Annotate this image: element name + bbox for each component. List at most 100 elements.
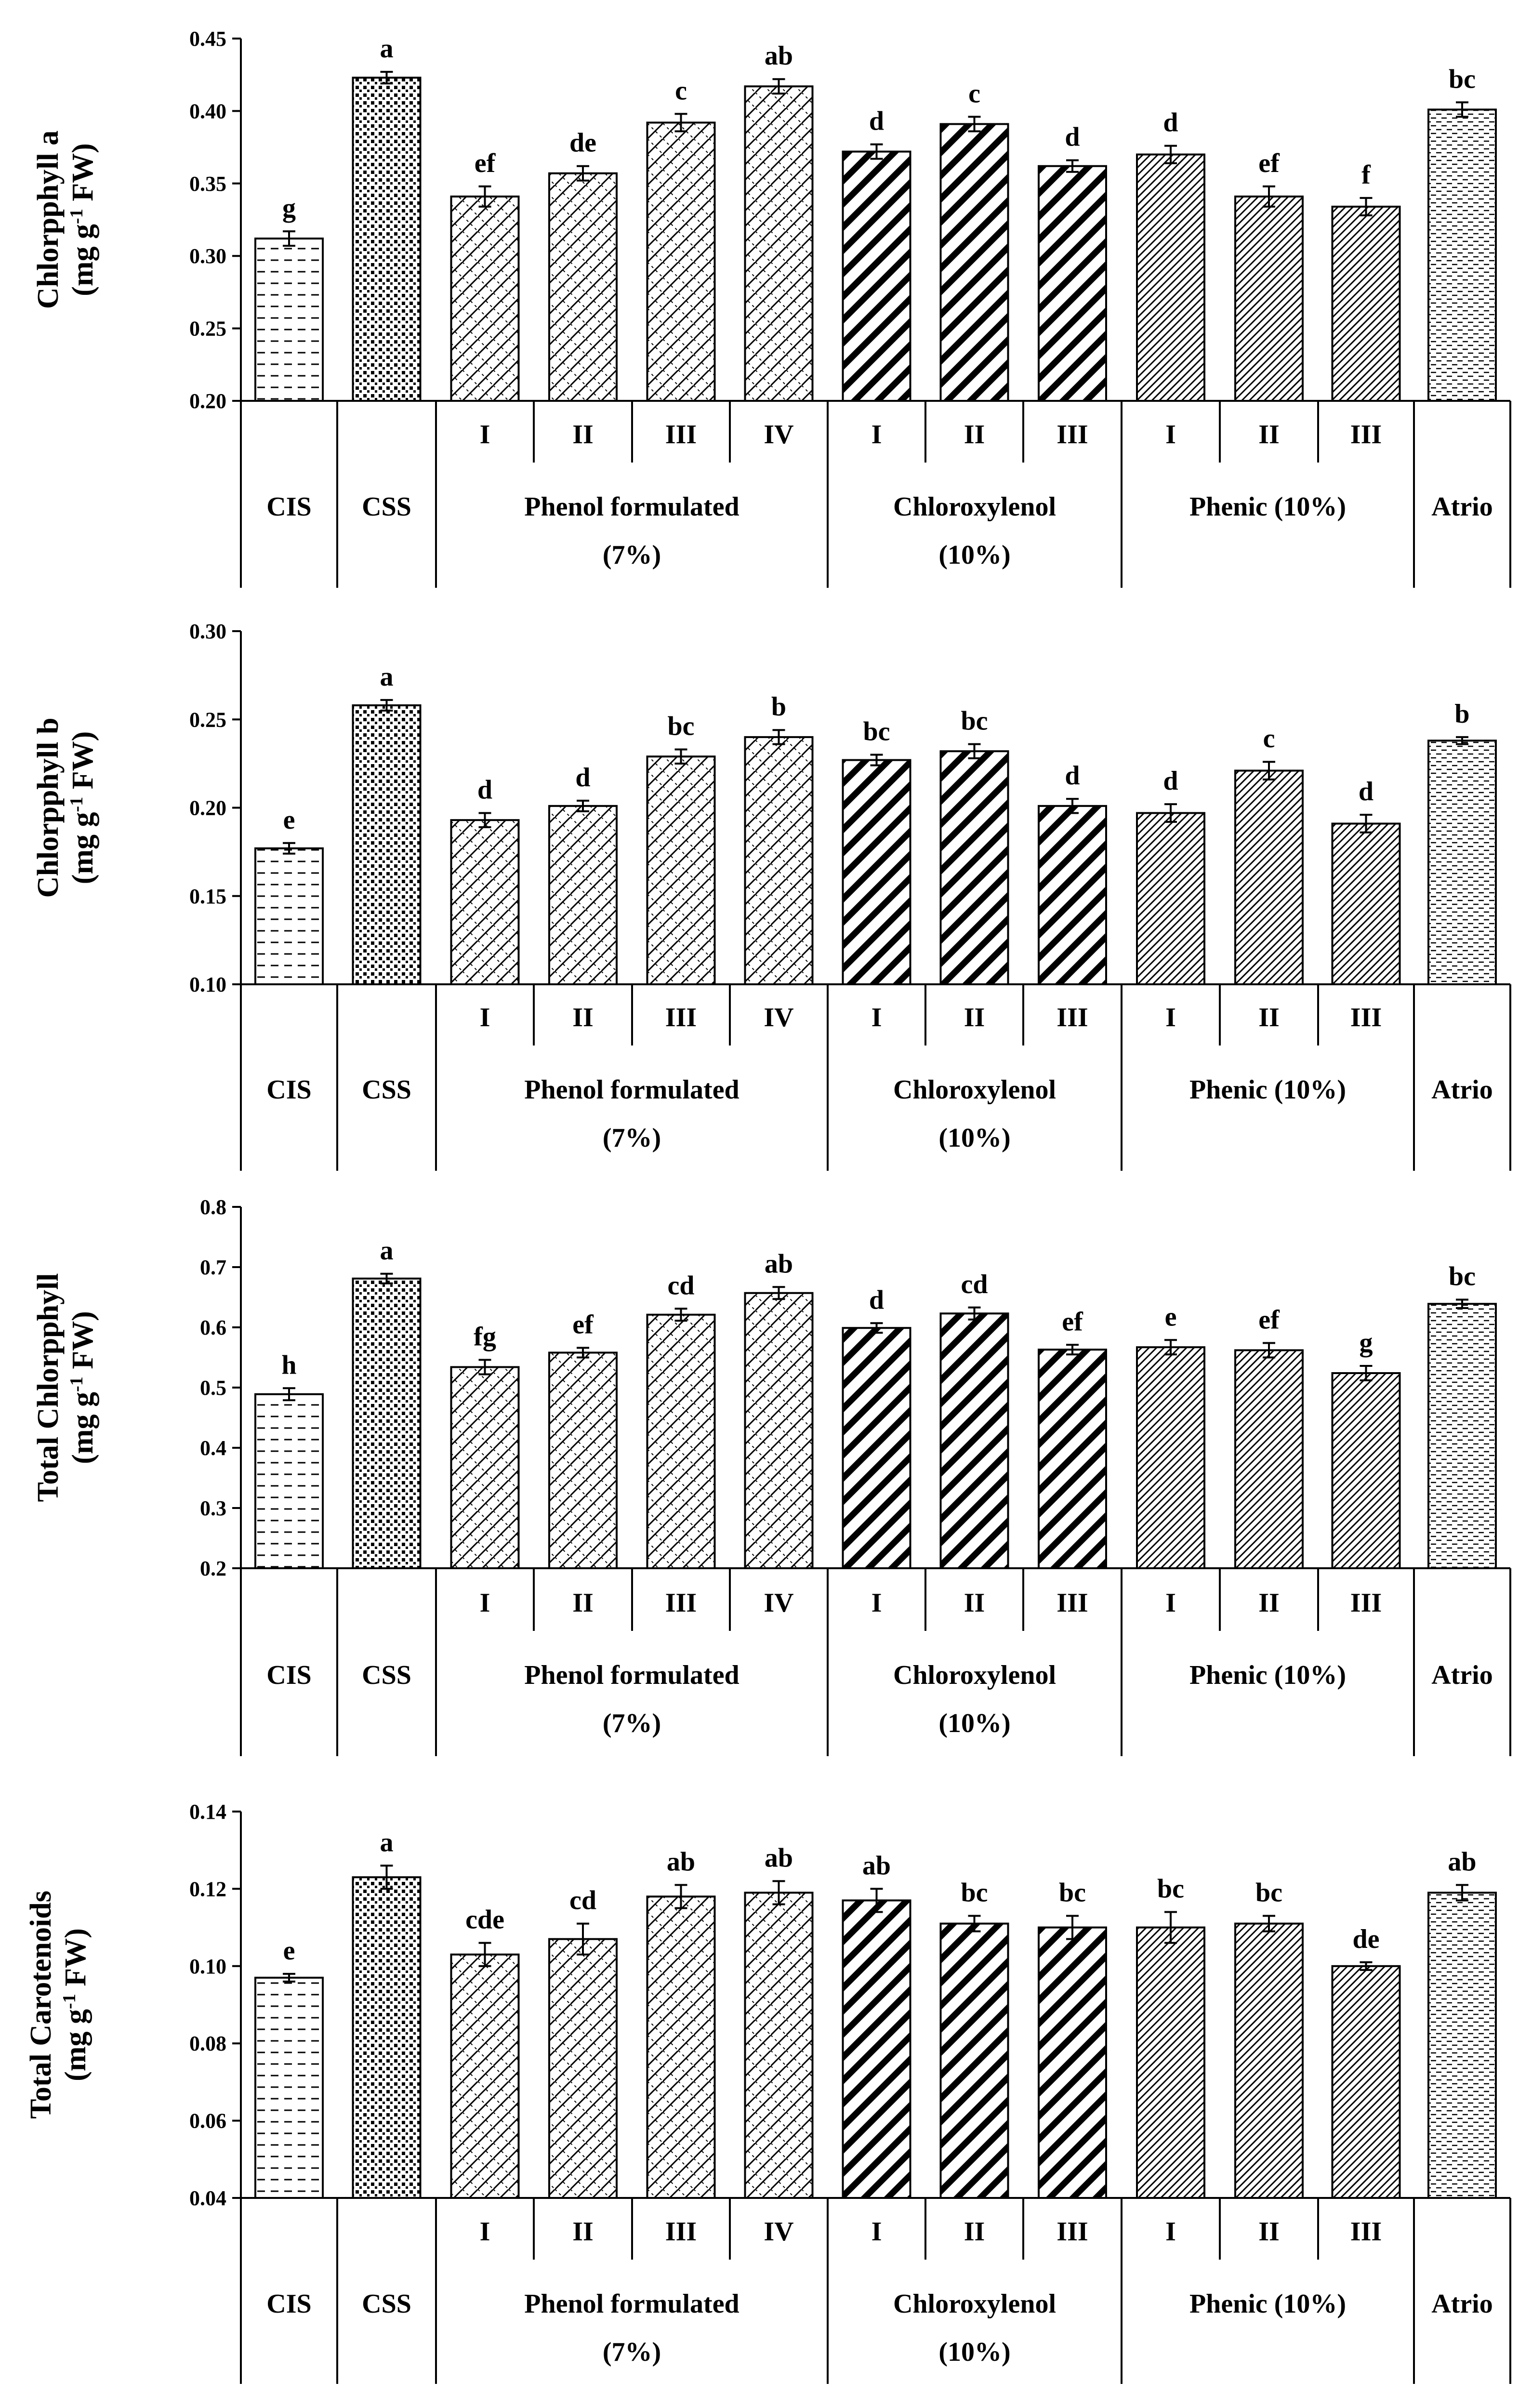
chart-panel-3: 0.2 0.3 0.4 0.5 0.6 0.7 0.8 Total Chlorpphyll (m…	[32, 1195, 1511, 1756]
y-tick-label: 0.25	[189, 317, 226, 341]
bar	[842, 759, 911, 986]
significance-letter: a	[380, 1827, 394, 1857]
group-label-phenic: Phenic (10%)	[1189, 2289, 1346, 2319]
sub-category-label: I	[1165, 1003, 1176, 1032]
y-tick-label: 0.10	[189, 973, 226, 996]
y-axis-title: Chlorpphyll a	[32, 131, 65, 309]
sub-category-label: I	[480, 1003, 490, 1032]
significance-letter: bc	[1059, 1878, 1086, 1908]
sub-category-label: II	[572, 1588, 594, 1618]
sub-category-label: I	[480, 2217, 490, 2247]
sub-category-label: III	[1350, 1003, 1382, 1032]
bar	[548, 805, 618, 985]
significance-letter: cd	[668, 1270, 695, 1300]
y-tick-label: 0.4	[200, 1436, 226, 1460]
y-tick-label: 0.14	[189, 1800, 226, 1824]
significance-letter: fg	[474, 1322, 496, 1352]
group-label-phenol-sub: (7%)	[603, 1123, 661, 1153]
y-tick-label: 0.2	[200, 1557, 226, 1580]
significance-letter: b	[1454, 699, 1469, 729]
group-label-chloroxylenol: Chloroxylenol	[893, 492, 1056, 522]
sub-category-label: II	[1258, 2217, 1280, 2247]
sub-category-label: II	[964, 420, 985, 450]
group-label-css: CSS	[362, 492, 411, 522]
group-label-cis: CIS	[266, 1660, 311, 1690]
sub-category-label: III	[1057, 420, 1088, 450]
bar	[1427, 1892, 1497, 2199]
bar	[842, 150, 911, 402]
bar	[352, 77, 422, 402]
sub-category-label: II	[572, 1003, 594, 1032]
y-tick-label: 0.40	[189, 99, 226, 123]
sub-category-label: I	[480, 1588, 490, 1618]
significance-letter: g	[282, 193, 296, 223]
group-label-atrio: Atrio	[1431, 1075, 1493, 1105]
chart-panel-1: 0.20 0.25 0.30 0.35 0.40 0.45 Chlorpphyll a (mg…	[32, 27, 1511, 588]
group-label-phenol: Phenol formulated	[524, 1075, 739, 1105]
significance-letter: bc	[1449, 64, 1476, 94]
sub-category-label: II	[1258, 1003, 1280, 1032]
sub-category-label: II	[572, 2217, 594, 2247]
bar	[1234, 769, 1304, 986]
significance-letter: bc	[1157, 1874, 1184, 1904]
significance-letter: g	[1360, 1328, 1373, 1358]
group-label-phenol-sub: (7%)	[603, 2337, 661, 2367]
bar	[1136, 1346, 1205, 1569]
bar	[1136, 153, 1205, 402]
bar	[1331, 205, 1401, 402]
bar	[1331, 1965, 1401, 2199]
sub-category-label: II	[572, 420, 594, 450]
significance-letter: d	[1065, 761, 1080, 791]
sub-category-label: III	[1057, 1003, 1088, 1032]
y-tick-label: 0.6	[200, 1316, 226, 1339]
group-label-css: CSS	[362, 1075, 411, 1105]
group-label-cis: CIS	[266, 492, 311, 522]
bar	[744, 1292, 814, 1569]
y-axis-unit: (mg g-1 FW)	[66, 1311, 99, 1464]
bar	[1234, 195, 1304, 402]
sub-category-label: I	[1165, 2217, 1176, 2247]
y-tick-label: 0.5	[200, 1376, 226, 1400]
significance-letter: cde	[465, 1905, 504, 1935]
significance-letter: c	[968, 79, 980, 108]
bar	[254, 1976, 324, 2199]
significance-letter: bc	[1449, 1262, 1476, 1292]
bar	[450, 1953, 520, 2199]
bar	[646, 755, 716, 985]
significance-letter: c	[1263, 724, 1275, 754]
significance-letter: f	[1361, 160, 1371, 190]
significance-letter: cd	[961, 1270, 988, 1299]
group-label-atrio: Atrio	[1431, 492, 1493, 522]
sub-category-label: I	[480, 420, 490, 450]
group-label-css: CSS	[362, 2289, 411, 2319]
bar	[939, 123, 1009, 402]
significance-letter: ab	[862, 1851, 891, 1880]
sub-category-label: III	[665, 1003, 697, 1032]
group-label-phenol: Phenol formulated	[524, 492, 739, 522]
bar	[842, 1899, 911, 2199]
group-label-chloroxylenol-sub: (10%)	[938, 2337, 1010, 2367]
sub-category-label: I	[1165, 420, 1176, 450]
sub-category-label: I	[1165, 1588, 1176, 1618]
y-axis-unit: (mg g-1 FW)	[66, 143, 99, 296]
bar	[1038, 1349, 1107, 1569]
sub-category-label: II	[1258, 1588, 1280, 1618]
y-tick-label: 0.30	[189, 620, 226, 643]
y-axis-title: Chlorpphyll b	[32, 718, 65, 898]
group-label-cis: CIS	[266, 1075, 311, 1105]
significance-letter: d	[1163, 108, 1178, 138]
bar	[1038, 1926, 1107, 2199]
y-tick-label: 0.35	[189, 172, 226, 196]
bar	[1427, 740, 1497, 985]
sub-category-label: IV	[764, 420, 793, 450]
sub-category-label: II	[964, 1003, 985, 1032]
significance-letter: d	[477, 775, 492, 805]
significance-letter: cd	[569, 1886, 596, 1916]
y-tick-label: 0.8	[200, 1195, 226, 1219]
sub-category-label: III	[1350, 420, 1382, 450]
significance-letter: e	[283, 805, 295, 835]
bar	[842, 1327, 911, 1569]
sub-category-label: II	[1258, 420, 1280, 450]
bar	[548, 172, 618, 402]
